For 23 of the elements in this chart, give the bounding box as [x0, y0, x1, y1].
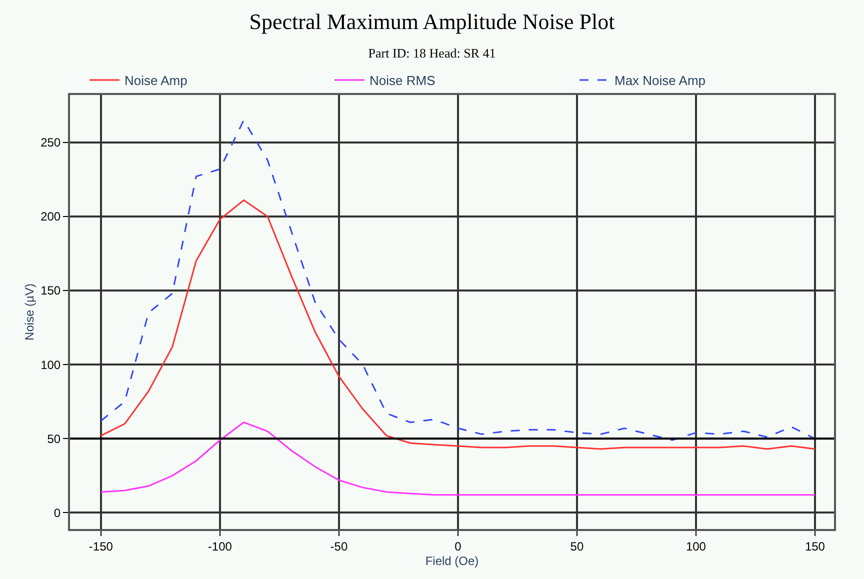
line-series: [100, 119, 816, 441]
y-tick-label: 0: [54, 506, 61, 520]
x-tick-label: 100: [686, 539, 706, 554]
y-tick-label: 50: [47, 432, 61, 446]
x-tick-label: 0: [454, 539, 462, 554]
legend-label: Max Noise Amp: [614, 73, 706, 88]
y-axis-title: Noise (µV): [22, 284, 36, 340]
y-tick-label: 150: [40, 284, 61, 298]
x-tick-label: -100: [208, 539, 232, 554]
line-series: [100, 422, 816, 496]
chart-subtitle: Part ID: 18 Head: SR 41: [368, 46, 496, 61]
y-tick-label: 200: [40, 210, 61, 224]
y-tick-label: 250: [40, 136, 61, 150]
legend-label: Noise Amp: [124, 73, 188, 88]
y-tick-label: 100: [40, 358, 61, 372]
x-tick-label: -50: [330, 539, 348, 554]
line-series: [100, 199, 816, 450]
legend-label: Noise RMS: [370, 73, 436, 88]
chart-title: Spectral Maximum Amplitude Noise Plot: [249, 8, 615, 34]
x-tick-label: -150: [88, 539, 114, 554]
x-tick-label: 150: [804, 539, 826, 554]
x-tick-label: 50: [570, 539, 584, 554]
x-axis-title: Field (Oe): [425, 554, 479, 568]
